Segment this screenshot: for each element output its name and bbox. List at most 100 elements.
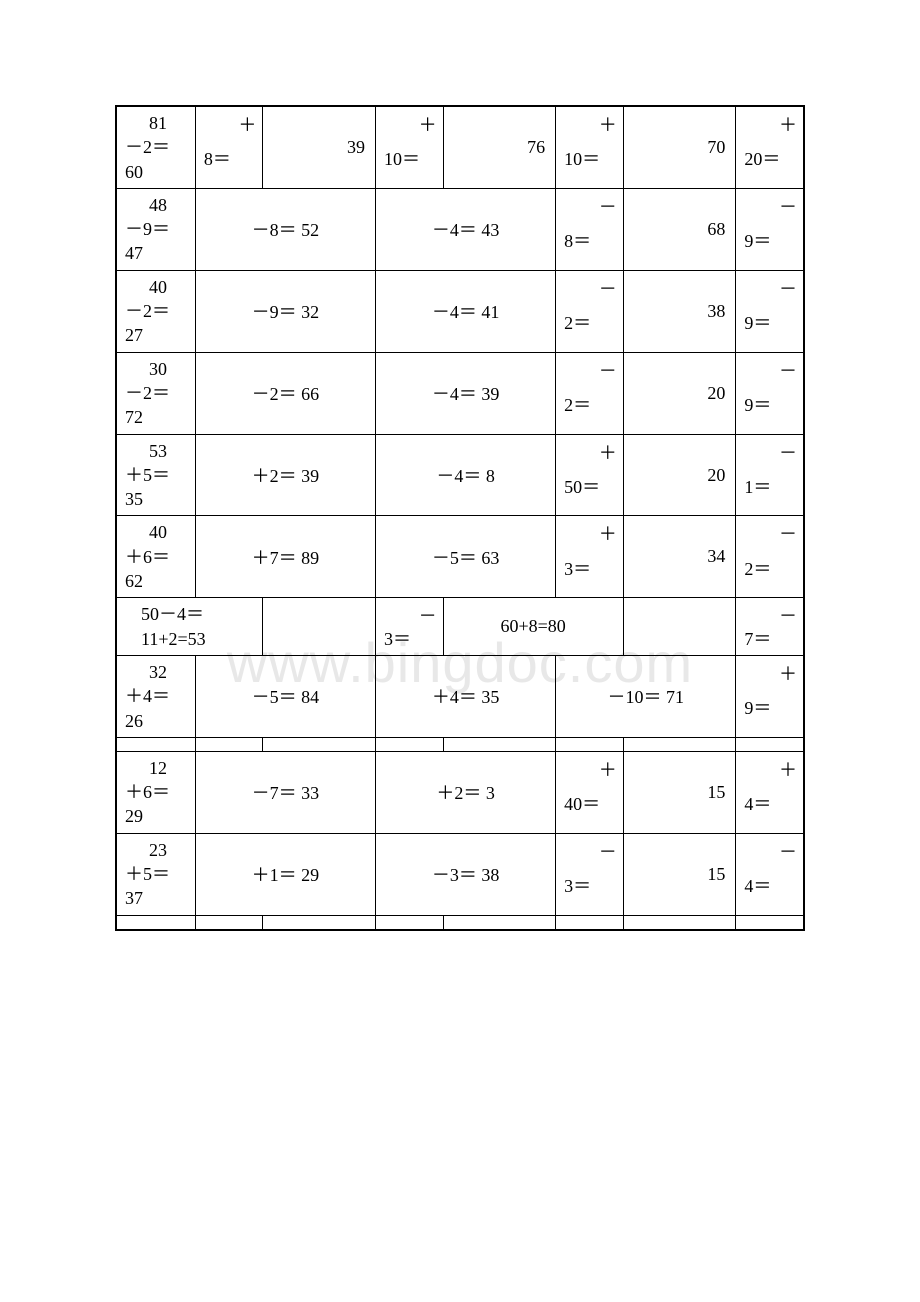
- table-cell: [117, 915, 196, 929]
- cell-value: 3＝: [564, 872, 617, 898]
- cell-value: 53: [125, 439, 189, 463]
- table-cell: －3＝: [376, 598, 444, 656]
- operator: －: [779, 838, 797, 864]
- operator: ＋: [419, 111, 437, 137]
- operator: －: [779, 275, 797, 301]
- cell-value: ＋4＝: [125, 686, 170, 706]
- table-cell: 30－2＝72: [117, 352, 196, 434]
- cell-value: －4＝ 39: [432, 384, 500, 404]
- cell-value: 1＝: [744, 473, 797, 499]
- cell-value: 20＝: [744, 145, 797, 171]
- cell-value: 10＝: [384, 145, 437, 171]
- cell-value: －4＝ 41: [432, 302, 500, 322]
- operator: －: [779, 520, 797, 546]
- cell-value: 38: [707, 301, 725, 321]
- table-row: 30－2＝72－2＝ 66－4＝ 39－2＝20－9＝: [117, 352, 804, 434]
- operator: －: [599, 838, 617, 864]
- table-cell: ＋4＝: [736, 751, 804, 833]
- table-cell: － 4＝: [736, 833, 804, 915]
- operator: ＋: [599, 111, 617, 137]
- table-cell: 40＋6＝62: [117, 516, 196, 598]
- cell-value: 3＝: [384, 625, 437, 651]
- cell-value: 4＝: [744, 872, 797, 898]
- table-cell: ＋50＝: [556, 434, 624, 516]
- table-row: [117, 737, 804, 751]
- cell-value: －3＝ 38: [432, 865, 500, 885]
- table-cell: [117, 737, 196, 751]
- cell-value: 70: [707, 137, 725, 157]
- cell-value: －8＝ 52: [252, 220, 320, 240]
- table-cell: [263, 598, 376, 656]
- cell-value: －4＝ 43: [432, 220, 500, 240]
- table-cell: 15: [623, 751, 736, 833]
- cell-value: 48: [125, 193, 189, 217]
- table-cell: 34: [623, 516, 736, 598]
- table-cell: －4＝ 39: [376, 352, 556, 434]
- table-row: [117, 915, 804, 929]
- cell-value: 29: [125, 806, 143, 826]
- table-cell: ＋7＝ 89: [195, 516, 375, 598]
- table-row: 40－2＝27－9＝ 32－4＝ 41－2＝38－9＝: [117, 270, 804, 352]
- table-cell: 81－2＝60: [117, 107, 196, 189]
- table-cell: －3＝ 38: [376, 833, 556, 915]
- cell-value: 72: [125, 407, 143, 427]
- cell-value: 26: [125, 711, 143, 731]
- cell-value: 39: [347, 137, 365, 157]
- cell-value: 60+8=80: [500, 616, 565, 636]
- cell-value: 8＝: [204, 145, 257, 171]
- math-table: 81－2＝60＋8＝39＋10＝76＋10＝70＋20＝48－9＝47－8＝ 5…: [116, 106, 804, 930]
- table-row: 40＋6＝62＋7＝ 89－5＝ 63＋3＝34－2＝: [117, 516, 804, 598]
- operator: ＋: [599, 520, 617, 546]
- cell-value: 68: [707, 219, 725, 239]
- table-cell: － 9＝: [736, 270, 804, 352]
- table-cell: [263, 915, 376, 929]
- table-cell: 15: [623, 833, 736, 915]
- table-cell: [195, 915, 263, 929]
- operator: ＋: [779, 756, 797, 782]
- cell-value: －7＝ 33: [252, 783, 320, 803]
- table-cell: －5＝ 63: [376, 516, 556, 598]
- table-cell: 53＋5＝35: [117, 434, 196, 516]
- operator: －: [779, 193, 797, 219]
- cell-value: －2＝: [125, 301, 170, 321]
- cell-value: ＋6＝: [125, 547, 170, 567]
- cell-value: －5＝ 63: [432, 548, 500, 568]
- operator: －: [599, 357, 617, 383]
- table-cell: －9＝ 32: [195, 270, 375, 352]
- cell-value: 47: [125, 243, 143, 263]
- cell-value: 2＝: [564, 309, 617, 335]
- table-cell: ＋9＝: [736, 655, 804, 737]
- table-cell: 76: [443, 107, 556, 189]
- cell-value: 76: [527, 137, 545, 157]
- operator: －: [599, 275, 617, 301]
- cell-value: 20: [707, 465, 725, 485]
- table-cell: [443, 915, 556, 929]
- table-cell: 20: [623, 352, 736, 434]
- cell-value: 34: [707, 546, 725, 566]
- cell-value: 23: [125, 838, 189, 862]
- table-cell: －4＝ 41: [376, 270, 556, 352]
- cell-value: 60: [125, 162, 143, 182]
- cell-value: －4＝ 8: [436, 466, 495, 486]
- table-row: 32＋4＝26－5＝ 84＋4＝ 35－10＝ 71＋9＝: [117, 655, 804, 737]
- operator: －: [779, 602, 797, 628]
- table-cell: [195, 737, 263, 751]
- cell-value: －2＝ 66: [252, 384, 320, 404]
- table-cell: [376, 915, 444, 929]
- table-cell: ＋3＝: [556, 516, 624, 598]
- cell-value: 40: [125, 275, 189, 299]
- table-cell: [443, 737, 556, 751]
- cell-value: ＋7＝ 89: [252, 548, 320, 568]
- cell-value: ＋2＝ 39: [252, 466, 320, 486]
- cell-value: 9＝: [744, 309, 797, 335]
- table-cell: ＋1＝ 29: [195, 833, 375, 915]
- cell-value: 27: [125, 325, 143, 345]
- cell-value: 7＝: [744, 625, 797, 651]
- table-row: 81－2＝60＋8＝39＋10＝76＋10＝70＋20＝: [117, 107, 804, 189]
- cell-value: 9＝: [744, 391, 797, 417]
- table-cell: [556, 737, 624, 751]
- cell-value: 32: [125, 660, 189, 684]
- table-cell: 23＋5＝37: [117, 833, 196, 915]
- table-row: 23＋5＝37＋1＝ 29－3＝ 38－3＝15－4＝: [117, 833, 804, 915]
- table-cell: －8＝: [556, 188, 624, 270]
